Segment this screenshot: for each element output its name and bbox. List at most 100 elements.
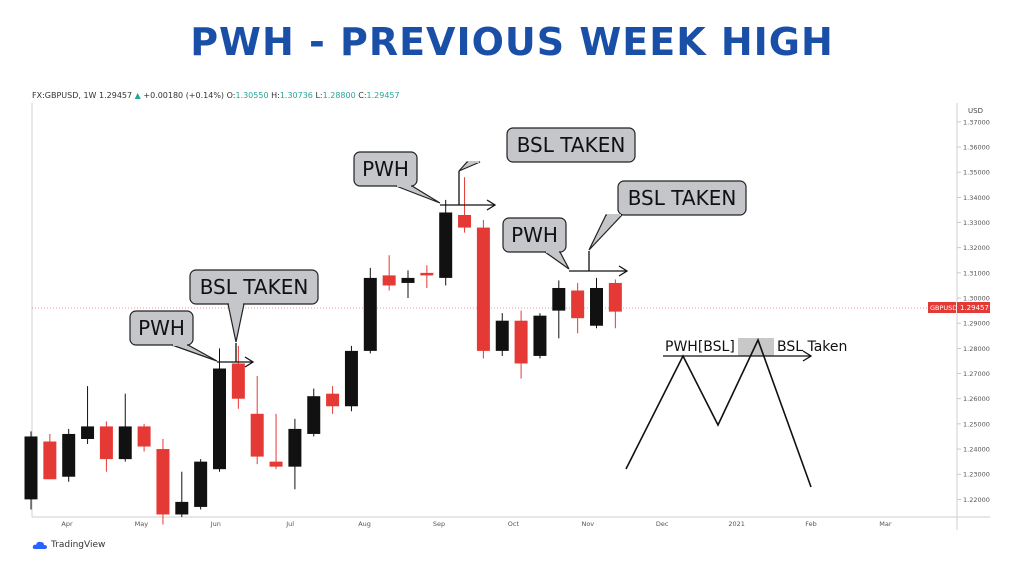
- callout-label: PWH: [138, 316, 185, 340]
- schematic-pwh-label: PWH[BSL]: [665, 339, 735, 355]
- y-tick-label: 1.27000: [963, 370, 990, 378]
- high-label: H:: [271, 91, 280, 100]
- symbol-info-bar: FX:GBPUSD, 1W 1.29457 ▲ +0.00180 (+0.14%…: [32, 91, 400, 100]
- candle-body[interactable]: [439, 212, 453, 278]
- candle-body[interactable]: [118, 426, 132, 460]
- y-tick-label: 1.24000: [963, 446, 990, 454]
- y-tick-label: 1.32000: [963, 244, 990, 252]
- last-price-axis-tag: [957, 302, 990, 313]
- callout-tail: [171, 344, 218, 362]
- candle-body[interactable]: [175, 501, 189, 515]
- callout-pwh: PWH: [353, 151, 441, 204]
- x-tick-label: Dec: [656, 520, 669, 528]
- callout-box: [502, 217, 567, 253]
- last-price: 1.29457: [99, 91, 133, 100]
- candle-body[interactable]: [81, 426, 95, 439]
- cloud-icon: [32, 541, 47, 549]
- candle-body[interactable]: [458, 214, 472, 228]
- last-price-tag: [928, 302, 956, 313]
- pwh-arrow-3: [618, 265, 629, 277]
- candle-body[interactable]: [194, 461, 208, 507]
- callout-tail: [227, 303, 245, 343]
- y-tick-label: 1.28000: [963, 345, 990, 353]
- x-tick-label: Feb: [805, 520, 817, 528]
- candle-body[interactable]: [213, 368, 226, 470]
- callout-bsl-taken: BSL TAKEN: [458, 127, 636, 172]
- price-change: +0.00180 (+0.14%): [143, 91, 225, 100]
- currency-label: USD: [968, 107, 983, 115]
- y-tick-label: 1.29000: [963, 320, 990, 328]
- candle-body[interactable]: [43, 441, 57, 480]
- tradingview-brand: TradingView: [51, 540, 106, 550]
- candle-body[interactable]: [495, 320, 509, 351]
- candle-body[interactable]: [420, 272, 434, 276]
- candle-body[interactable]: [363, 277, 377, 351]
- candle-body[interactable]: [476, 227, 490, 351]
- high-value: 1.30736: [279, 91, 313, 100]
- x-tick-label: Jul: [285, 520, 294, 528]
- x-tick-label: 2021: [728, 520, 745, 528]
- last-price-axis-label: 1.29457: [960, 304, 989, 312]
- callout-box: [129, 310, 194, 346]
- candle-body[interactable]: [608, 282, 622, 312]
- tradingview-logo[interactable]: TradingView: [32, 540, 105, 550]
- candle-body[interactable]: [24, 436, 38, 500]
- low-value: 1.28800: [322, 91, 356, 100]
- candle-body[interactable]: [137, 426, 151, 447]
- candle-body[interactable]: [590, 287, 603, 326]
- schematic-bsl-label: BSL Taken: [777, 339, 847, 355]
- low-label: L:: [315, 91, 323, 100]
- close-value: 1.29457: [366, 91, 400, 100]
- schematic-path: [625, 337, 812, 488]
- y-tick-label: 1.35000: [963, 169, 990, 177]
- candle-body[interactable]: [533, 315, 547, 356]
- open-label: O:: [226, 91, 236, 100]
- callout-box: [353, 151, 418, 187]
- candle-body[interactable]: [552, 287, 566, 311]
- callout-label: BSL TAKEN: [200, 275, 309, 299]
- callout-pwh: PWH: [502, 217, 570, 270]
- candle-body[interactable]: [307, 396, 321, 434]
- pwh-arrow-1: [244, 356, 255, 368]
- callout-tail: [395, 185, 441, 204]
- callout-bsl-taken: BSL TAKEN: [189, 269, 319, 343]
- callout-label: PWH: [511, 223, 558, 247]
- candle-body[interactable]: [382, 275, 396, 286]
- close-label: C:: [358, 91, 367, 100]
- callout-bsl-taken: BSL TAKEN: [588, 180, 747, 251]
- callout-label: BSL TAKEN: [517, 133, 626, 157]
- y-tick-label: 1.23000: [963, 471, 990, 479]
- schematic-arrow: [802, 350, 813, 362]
- schematic-diagram: PWH[BSL] BSL Taken: [625, 337, 847, 488]
- candle-body[interactable]: [250, 413, 264, 457]
- x-tick-label: Aug: [358, 520, 371, 528]
- pwh-arrow-2: [486, 199, 497, 211]
- candle-body[interactable]: [514, 320, 528, 364]
- x-tick-label: Nov: [581, 520, 594, 528]
- candle-body[interactable]: [62, 433, 76, 477]
- candle-body[interactable]: [288, 428, 302, 467]
- y-tick-label: 1.37000: [963, 118, 990, 126]
- x-tick-label: Sep: [433, 520, 445, 528]
- page-title: PWH - PREVIOUS WEEK HIGH: [190, 20, 834, 64]
- callout-label: PWH: [362, 157, 409, 181]
- candle-body[interactable]: [269, 461, 283, 467]
- y-tick-label: 1.22000: [963, 496, 990, 504]
- symbol-label[interactable]: FX:GBPUSD, 1W: [32, 91, 97, 100]
- y-tick-label: 1.25000: [963, 420, 990, 428]
- callout-box: [506, 127, 636, 163]
- candle-body[interactable]: [99, 426, 113, 460]
- y-tick-label: 1.33000: [963, 219, 990, 227]
- callout-box: [189, 269, 319, 305]
- y-tick-label: 1.34000: [963, 194, 990, 202]
- candle-body[interactable]: [326, 393, 340, 407]
- candle-body[interactable]: [401, 277, 415, 283]
- candle-body[interactable]: [571, 290, 585, 319]
- candle-body[interactable]: [156, 449, 170, 515]
- callout-tail: [543, 251, 570, 270]
- x-tick-label: Apr: [61, 520, 73, 528]
- candle-body[interactable]: [344, 350, 358, 407]
- candle-body[interactable]: [231, 363, 245, 399]
